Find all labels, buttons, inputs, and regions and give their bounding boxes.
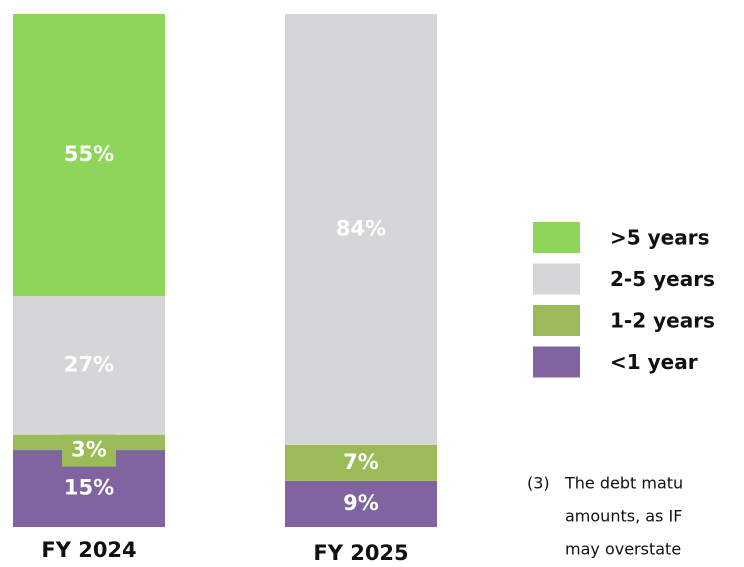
- value-label: 15%: [64, 476, 114, 500]
- legend-swatch: [533, 263, 580, 295]
- value-label: 27%: [64, 352, 114, 376]
- label-box: [62, 434, 116, 467]
- footnote-line: may overstate: [565, 540, 681, 559]
- legend-label: <1 year: [610, 350, 698, 374]
- value-label: 9%: [343, 491, 379, 515]
- value-label: 3%: [71, 438, 107, 462]
- bar-segment: [285, 444, 437, 481]
- bar-segment: [13, 296, 165, 435]
- value-label: 84%: [336, 216, 386, 240]
- bar-segment: [285, 14, 437, 445]
- value-label: 55%: [64, 142, 114, 166]
- footnote-line: The debt matu: [564, 474, 683, 493]
- value-label: 7%: [343, 450, 379, 474]
- legend-label: 2-5 years: [610, 267, 715, 291]
- x-tick-label: FY 2025: [313, 541, 408, 565]
- footnote-line: amounts, as IF: [565, 507, 682, 526]
- bar-segment: [13, 14, 165, 297]
- bar-segment: [285, 480, 437, 527]
- footnote-marker: (3): [527, 474, 550, 493]
- legend-swatch: [533, 346, 580, 378]
- legend-swatch: [533, 305, 580, 336]
- x-tick-label: FY 2024: [41, 538, 136, 562]
- legend-label: >5 years: [610, 226, 710, 250]
- legend-label: 1-2 years: [610, 309, 715, 333]
- legend-swatch: [533, 222, 580, 253]
